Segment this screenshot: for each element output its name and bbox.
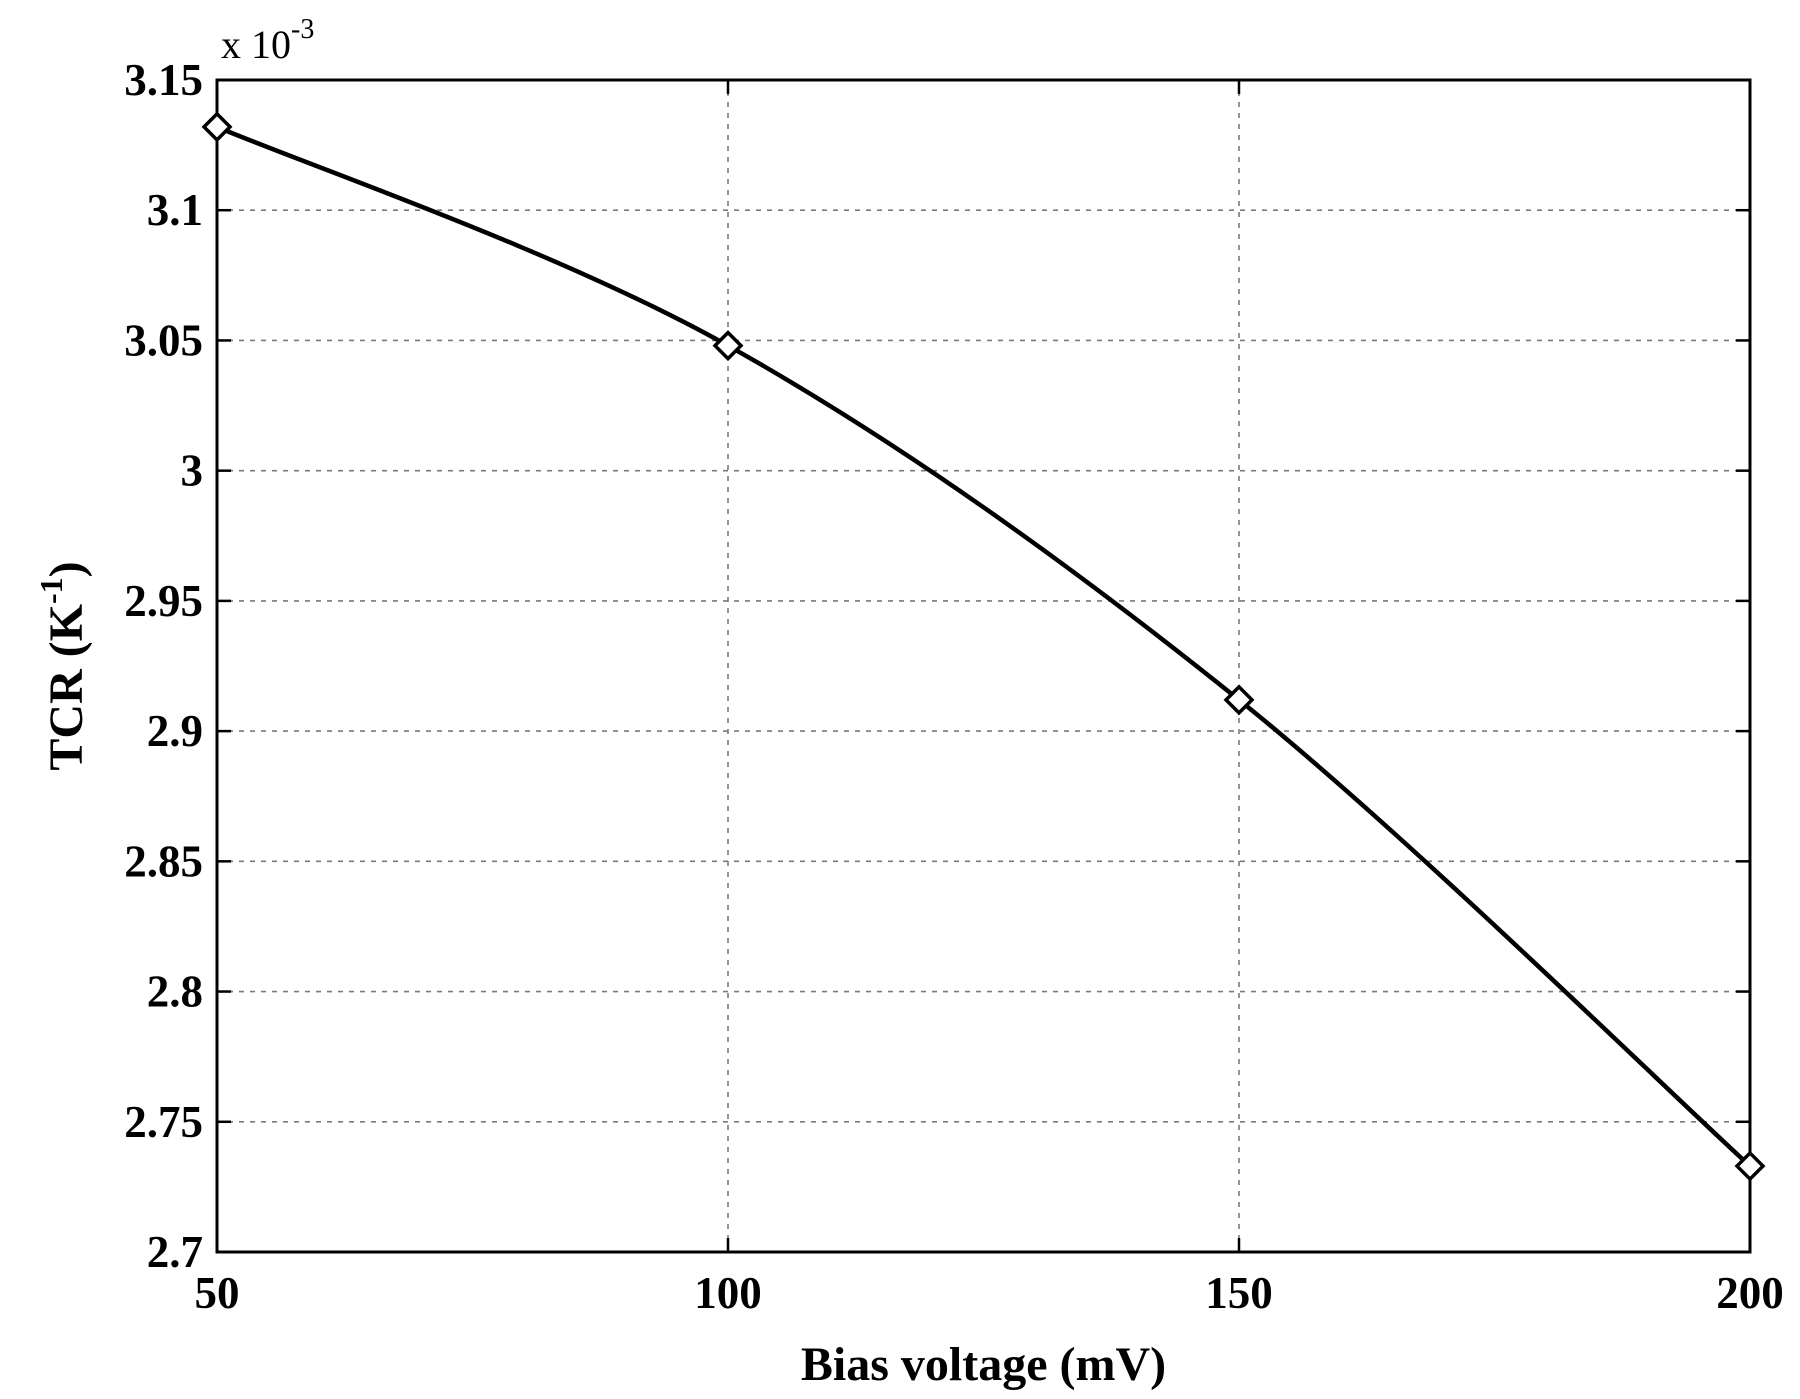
series-line-tcr <box>216 124 1752 1168</box>
y-axis-label: TCR (K-1) <box>33 561 93 770</box>
data-point-diamond <box>712 330 744 362</box>
x-tick-labels: 50 100 150 200 <box>195 1268 1784 1318</box>
y-tick-label: 2.7 <box>147 1227 203 1277</box>
data-markers <box>201 111 1766 1182</box>
y-tick-labels: 2.7 2.75 2.8 2.85 2.9 2.95 3 3.05 3.1 3.15 <box>124 55 203 1277</box>
grid-lines <box>217 80 1750 1252</box>
y-tick-label: 3 <box>181 446 204 496</box>
axis-ticks <box>215 78 1752 1254</box>
x-tick-label: 200 <box>1716 1268 1784 1318</box>
y-tick-label: 2.95 <box>124 576 203 626</box>
y-tick-label: 3.15 <box>124 55 203 105</box>
data-point-diamond <box>1734 1150 1766 1182</box>
x-tick-label: 100 <box>694 1268 762 1318</box>
y-tick-label: 3.1 <box>147 185 203 235</box>
data-point-diamond <box>1223 684 1255 716</box>
y-tick-label: 3.05 <box>124 315 203 365</box>
y-tick-label: 2.8 <box>147 967 203 1017</box>
y-multiplier-label: x 10-3 <box>221 14 314 67</box>
plot-frame <box>215 78 1752 1254</box>
data-point-diamond <box>201 111 233 143</box>
y-tick-label: 2.85 <box>124 836 203 886</box>
x-tick-label: 50 <box>195 1268 240 1318</box>
x-axis-label: Bias voltage (mV) <box>801 1338 1166 1391</box>
x-tick-label: 150 <box>1205 1268 1273 1318</box>
y-tick-label: 2.9 <box>147 706 203 756</box>
y-tick-label: 2.75 <box>124 1097 203 1147</box>
